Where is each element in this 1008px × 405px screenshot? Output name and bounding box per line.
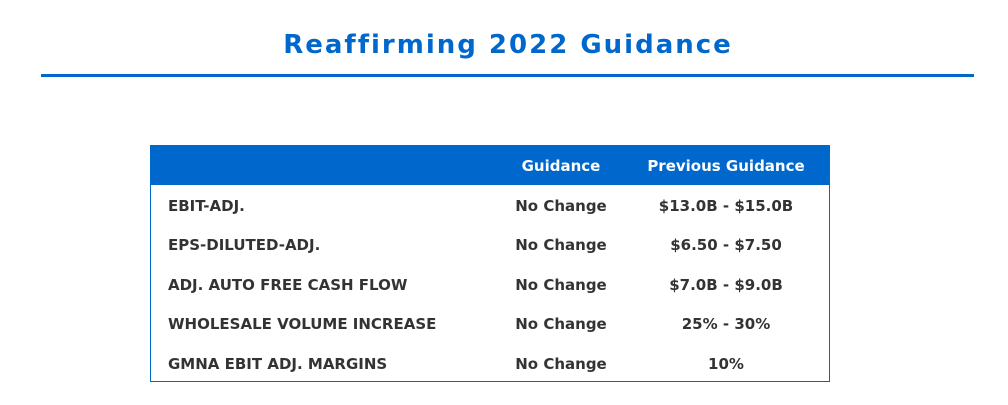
guidance-table: Guidance Previous Guidance EBIT-ADJ. No … bbox=[150, 145, 830, 382]
row-guidance: No Change bbox=[515, 196, 607, 215]
table-row: EPS-DILUTED-ADJ. No Change $6.50 - $7.50 bbox=[151, 226, 829, 266]
table-row: GMNA EBIT ADJ. MARGINS No Change 10% bbox=[151, 344, 829, 384]
row-previous-guidance: 25% - 30% bbox=[681, 315, 771, 334]
row-previous-guidance: 10% bbox=[708, 354, 744, 373]
table-body: EBIT-ADJ. No Change $13.0B - $15.0B EPS-… bbox=[151, 185, 829, 384]
header-previous-guidance: Previous Guidance bbox=[647, 156, 805, 175]
row-label: ADJ. AUTO FREE CASH FLOW bbox=[168, 275, 408, 294]
table-row: EBIT-ADJ. No Change $13.0B - $15.0B bbox=[151, 186, 829, 226]
page-title: Reaffirming 2022 Guidance bbox=[283, 30, 733, 60]
row-previous-guidance: $6.50 - $7.50 bbox=[670, 236, 782, 255]
row-label: WHOLESALE VOLUME INCREASE bbox=[168, 315, 437, 334]
header-guidance: Guidance bbox=[521, 156, 601, 175]
row-previous-guidance: $13.0B - $15.0B bbox=[658, 196, 794, 215]
row-guidance: No Change bbox=[515, 275, 607, 294]
row-guidance: No Change bbox=[515, 354, 607, 373]
table-row: WHOLESALE VOLUME INCREASE No Change 25% … bbox=[151, 305, 829, 345]
table-row: ADJ. AUTO FREE CASH FLOW No Change $7.0B… bbox=[151, 265, 829, 305]
row-label: EBIT-ADJ. bbox=[168, 196, 245, 215]
row-guidance: No Change bbox=[515, 236, 607, 255]
row-previous-guidance: $7.0B - $9.0B bbox=[669, 275, 783, 294]
table-header: Guidance Previous Guidance bbox=[151, 146, 829, 185]
row-guidance: No Change bbox=[515, 315, 607, 334]
title-divider bbox=[41, 74, 974, 77]
row-label: GMNA EBIT ADJ. MARGINS bbox=[168, 354, 388, 373]
row-label: EPS-DILUTED-ADJ. bbox=[168, 236, 321, 255]
